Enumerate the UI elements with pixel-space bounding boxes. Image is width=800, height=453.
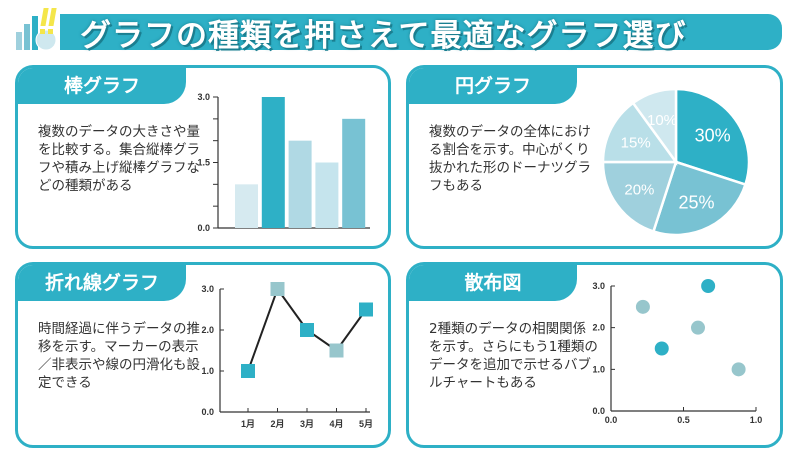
bar (342, 118, 366, 228)
y-tick-label: 0.0 (201, 407, 214, 417)
bar (261, 97, 285, 228)
y-tick-label: 1.0 (201, 366, 214, 376)
panel-description: 時間経過に伴うデータの推移を示す。マーカーの表示／非表示や線の円滑化も設定できる (38, 321, 200, 391)
page-title: グラフの種類を押さえて最適なグラフ選び (80, 18, 687, 54)
panel-description: 2種類のデータの相関関係を示す。さらにもう1種類のデータを追加で示せるバブルチャ… (429, 321, 598, 391)
panel-pie-chart: 円グラフ 複数のデータの全体における割合を示す。中心がくり抜かれた形のドーナツグ… (406, 65, 783, 249)
slice-label: 30% (695, 125, 731, 145)
panel-description: 複数のデータの全体における割合を示す。中心がくり抜かれた形のドーナツグラフもある (429, 124, 591, 194)
panel-scatter-chart: 散布図 2種類のデータの相関関係を示す。さらにもう1種類のデータを追加で示せるバ… (406, 262, 783, 448)
data-marker (329, 343, 344, 358)
line-chart: 0.0 1.0 2.0 3.0 1月 2月 3月 4月 5月 (201, 282, 373, 429)
slice-label: 20% (624, 182, 654, 199)
scatter-chart: 0.0 1.0 2.0 3.0 0.0 0.5 1.0 (592, 279, 763, 425)
bar-chart: 0.0 1.5 3.0 (197, 92, 370, 233)
x-tick-label: 0.0 (605, 415, 618, 425)
y-tick-label: 3.0 (592, 281, 605, 291)
x-tick-label: 2月 (270, 419, 284, 429)
y-tick-label: 1.5 (197, 158, 210, 168)
pie-slice (601, 160, 678, 234)
title-banner (60, 14, 782, 50)
x-tick-label: 1月 (241, 419, 255, 429)
y-tick-label: 0.0 (197, 223, 210, 233)
data-point (701, 279, 716, 293)
pie-chart: 30% 25% 20% 15% 10% (601, 87, 751, 237)
data-point (731, 362, 746, 377)
data-point (691, 320, 705, 335)
y-tick-label: 2.0 (592, 323, 605, 333)
pie-slice (651, 160, 748, 237)
x-tick-label: 4月 (329, 419, 343, 429)
x-tick-label: 1.0 (750, 415, 763, 425)
data-marker (270, 282, 285, 296)
data-point (654, 341, 669, 356)
chart-exclamation-icon (16, 8, 57, 51)
slice-label: 25% (679, 192, 715, 212)
panel-description: 複数のデータの大きさや量を比較する。集合縦棒グラフや積み上げ縦棒グラフなどの種類… (38, 124, 200, 194)
data-marker (241, 364, 255, 378)
panel-bar-chart: 棒グラフ 複数のデータの大きさや量を比較する。集合縦棒グラフや積み上げ縦棒グラフ… (15, 65, 391, 249)
slice-label: 10% (647, 112, 677, 129)
y-tick-label: 3.0 (197, 92, 210, 102)
data-marker (359, 302, 373, 317)
x-tick-label: 0.5 (677, 415, 690, 425)
data-point (635, 299, 650, 314)
panel-title: 棒グラフ (18, 68, 186, 104)
y-tick-label: 1.0 (592, 364, 605, 374)
bar (315, 162, 339, 228)
panel-title: 折れ線グラフ (18, 265, 186, 301)
pie-slice (631, 87, 678, 166)
panel-title: 散布図 (409, 265, 577, 301)
data-marker (300, 323, 314, 337)
x-tick-label: 5月 (359, 419, 373, 429)
panel-line-chart: 折れ線グラフ 時間経過に伴うデータの推移を示す。マーカーの表示／非表示や線の円滑… (15, 262, 391, 448)
panel-title: 円グラフ (409, 68, 577, 104)
bar (288, 140, 312, 228)
y-tick-label: 2.0 (201, 325, 214, 335)
x-tick-label: 3月 (300, 419, 314, 429)
y-tick-label: 0.0 (592, 406, 605, 416)
slice-label: 15% (621, 134, 651, 151)
pie-slice (601, 101, 679, 164)
bar (235, 184, 258, 228)
y-tick-label: 3.0 (201, 284, 214, 294)
pie-slice (674, 87, 751, 187)
